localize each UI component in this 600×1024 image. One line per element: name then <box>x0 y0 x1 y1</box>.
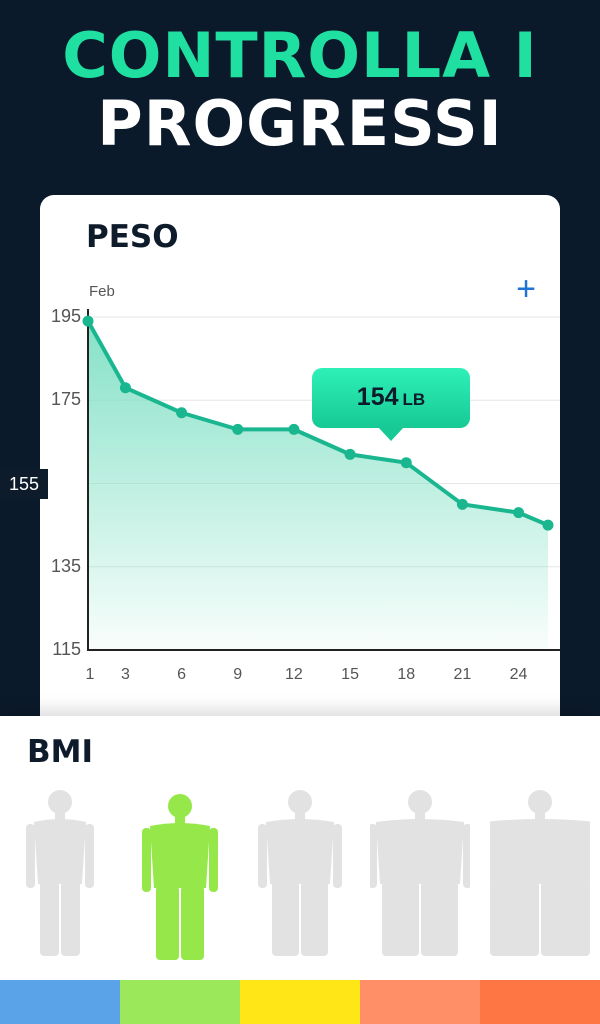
x-tick-label: 6 <box>177 666 187 683</box>
x-tick-label: 18 <box>397 666 416 683</box>
x-tick-label: 1 <box>85 666 95 683</box>
bmi-scale-segment <box>480 980 600 1024</box>
tooltip-unit: LB <box>402 390 426 409</box>
data-point[interactable] <box>176 407 188 419</box>
data-point[interactable] <box>344 448 356 460</box>
y-tick-label: 115 <box>52 639 81 659</box>
headline-line1: CONTROLLA I <box>62 19 538 92</box>
y-tick-label: 175 <box>50 389 81 410</box>
x-tick-label: 21 <box>453 666 472 683</box>
bmi-scale <box>0 980 600 1024</box>
underweight-figure <box>26 790 94 956</box>
bmi-scale-segment <box>240 980 360 1024</box>
headline-line2: PROGRESSI <box>97 87 503 160</box>
data-point[interactable] <box>400 457 412 469</box>
data-point[interactable] <box>288 423 300 435</box>
data-point[interactable] <box>119 382 131 394</box>
bmi-scale-segment <box>120 980 240 1024</box>
headline: CONTROLLA I PROGRESSI <box>0 22 600 158</box>
normal-figure <box>142 794 218 960</box>
chart-axes <box>87 309 560 651</box>
bmi-scale-segment <box>0 980 120 1024</box>
overweight-figure <box>258 790 342 956</box>
x-tick-label: 24 <box>509 666 528 683</box>
y-tick-label-selected: 155 <box>0 468 48 499</box>
bmi-title: BMI <box>27 734 94 770</box>
x-tick-label: 15 <box>341 666 359 683</box>
weight-chart <box>82 309 560 651</box>
bmi-scale-segment <box>360 980 480 1024</box>
data-point[interactable] <box>82 315 94 327</box>
plus-icon[interactable]: + <box>516 270 536 308</box>
weight-line <box>86 320 549 527</box>
x-tick-label: 12 <box>285 666 303 683</box>
area-fill <box>88 321 548 650</box>
x-tick-label: 9 <box>233 666 243 683</box>
month-label: Feb <box>89 283 115 300</box>
weight-tooltip: 154 LB <box>312 368 470 441</box>
tooltip-value: 154 <box>356 383 399 411</box>
data-point[interactable] <box>232 423 244 435</box>
obese-figure <box>370 790 470 956</box>
data-point[interactable] <box>456 498 468 510</box>
data-point[interactable] <box>513 507 525 519</box>
bmi-panel: BMI <box>0 716 600 1024</box>
x-tick-label: 3 <box>120 666 130 683</box>
data-point[interactable] <box>542 519 554 531</box>
y-tick-label: 135 <box>50 555 81 576</box>
y-tick-label: 195 <box>50 306 81 326</box>
card-title: PESO <box>86 219 179 255</box>
extremely-obese-figure <box>490 790 590 956</box>
